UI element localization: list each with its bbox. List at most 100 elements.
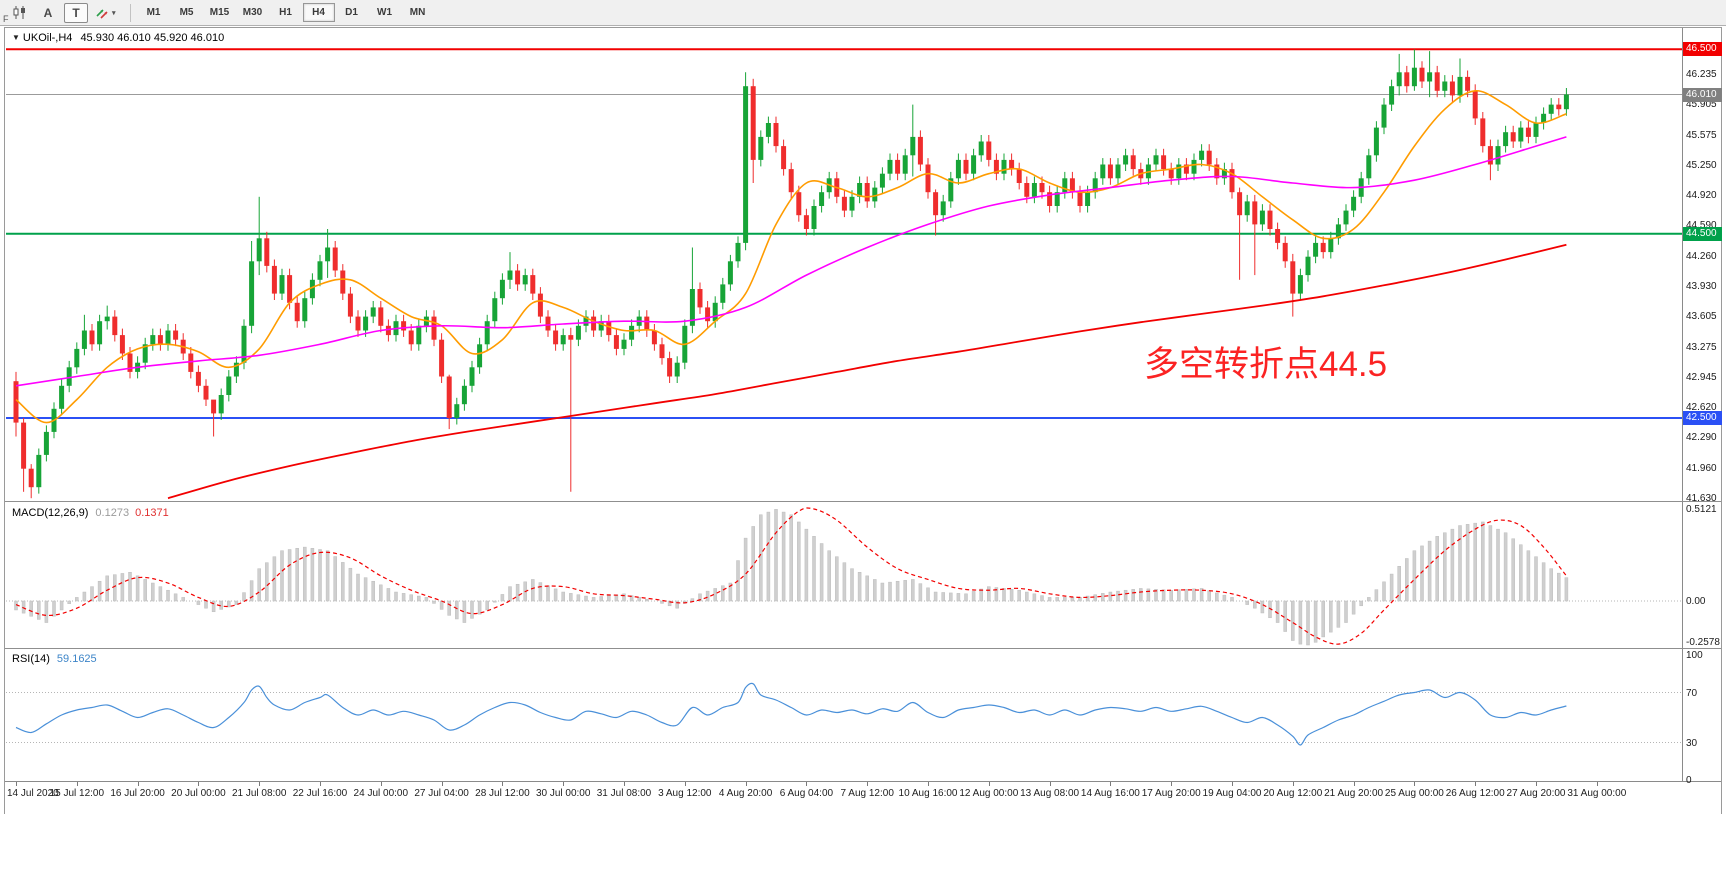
- macd-main-value: 0.1273: [95, 507, 130, 519]
- price-axis-label: 43.275: [1686, 341, 1717, 353]
- price-axis-label: 42.945: [1686, 372, 1717, 383]
- rsi-axis-label: 100: [1686, 650, 1703, 661]
- time-tick: [806, 782, 808, 786]
- time-tick: [1353, 782, 1355, 786]
- rsi-line: [15, 682, 1567, 746]
- time-axis-label: 24 Jul 00:00: [353, 788, 409, 799]
- time-axis-label: 6 Aug 04:00: [779, 788, 834, 799]
- price-axis-label: 43.605: [1686, 311, 1717, 323]
- macd-signal-value: 0.1371: [135, 507, 169, 519]
- time-tick: [624, 782, 625, 786]
- time-axis-label: 14 Aug 16:00: [1080, 788, 1140, 799]
- arrows-icon: [96, 9, 108, 19]
- time-axis-label: 10 Aug 16:00: [898, 788, 958, 799]
- price-axis-label: 44.590: [1686, 220, 1717, 231]
- price-axis-label: 41.960: [1686, 462, 1717, 474]
- chevron-down-icon: ▾: [112, 9, 116, 17]
- macd-axis-label: 0.5121: [1686, 504, 1717, 515]
- rsi-value: 59.1625: [56, 653, 97, 665]
- time-tick: [16, 782, 17, 786]
- price-badge-42.500: 42.500: [1683, 411, 1722, 425]
- chart-text-annotation[interactable]: 多空转折点44.5: [1144, 345, 1388, 384]
- time-tick: [380, 782, 382, 786]
- text-tool-button[interactable]: T: [64, 2, 88, 23]
- main-chart-canvas[interactable]: [6, 29, 1682, 501]
- time-axis-label: 28 Jul 12:00: [475, 788, 530, 799]
- ma-fast-line: [15, 89, 1567, 424]
- time-axis-label: 3 Aug 12:00: [658, 788, 712, 799]
- time-axis[interactable]: 14 Jul 2020 15 Jul 12:00 16 Jul 20:00 20 Ju…: [5, 781, 1721, 814]
- timeframe-button-M30[interactable]: M30: [242, 7, 263, 18]
- time-axis-label: 17 Aug 20:00: [1141, 788, 1201, 799]
- macd-histogram: [14, 509, 1569, 646]
- candlestick-icon: [13, 6, 25, 19]
- time-tick: [1292, 782, 1294, 786]
- timeframe-button-M1[interactable]: M1: [146, 7, 161, 18]
- timeframe-button-W1[interactable]: W1: [377, 7, 393, 18]
- time-tick: [1596, 782, 1598, 786]
- time-axis-label: 31 Jul 08:00: [596, 788, 652, 799]
- time-tick: [1475, 782, 1477, 786]
- time-tick: [198, 782, 200, 786]
- time-tick: [1171, 782, 1173, 786]
- time-tick: [137, 782, 139, 786]
- time-axis-label: 14 Jul 2020: [7, 788, 59, 799]
- price-axis-label: 44.260: [1686, 250, 1717, 262]
- rsi-canvas: [6, 682, 1682, 746]
- time-axis-label: 21 Jul 08:00: [231, 788, 287, 799]
- chart-window: ▼ UKOil-,H4 45.930 46.010 45.920 46.010 多空…: [4, 27, 1722, 814]
- time-tick: [1049, 782, 1051, 786]
- time-tick: [1110, 782, 1112, 786]
- price-axis-label: 45.905: [1686, 99, 1717, 111]
- time-tick: [745, 782, 747, 786]
- timeframe-button-MN[interactable]: MN: [409, 7, 426, 18]
- cursor-a-button[interactable]: A: [43, 5, 53, 20]
- time-axis-label: 21 Aug 20:00: [1324, 788, 1384, 799]
- price-badge-46.010: 46.010: [1683, 87, 1722, 102]
- timeframe-button-H4[interactable]: H4: [302, 3, 335, 22]
- time-tick: [1232, 782, 1233, 786]
- time-tick: [684, 782, 686, 786]
- timeframe-button-M5[interactable]: M5: [179, 7, 194, 18]
- collapse-triangle-icon[interactable]: ▼: [12, 33, 20, 42]
- time-axis-label: 27 Jul 04:00: [414, 788, 469, 799]
- macd-label: MACD(12,26,9) 0.1273 0.1371: [12, 507, 169, 519]
- ohlc-values: 45.930 46.010 45.920 46.010: [80, 32, 225, 44]
- time-axis-label: 22 Jul 16:00: [292, 788, 348, 799]
- time-axis-label: 27 Aug 20:00: [1506, 788, 1566, 799]
- chart-title: ▼ UKOil-,H4 45.930 46.010 45.920 46.010: [12, 32, 224, 44]
- price-axis-label: 41.630: [1686, 493, 1717, 505]
- rsi-axis-label: 30: [1686, 737, 1698, 749]
- time-axis-label: 16 Jul 20:00: [110, 788, 165, 799]
- timeframe-button-M15[interactable]: M15: [209, 7, 230, 18]
- time-axis-label: 12 Aug 00:00: [959, 788, 1019, 799]
- panel-splitter[interactable]: [5, 648, 1721, 649]
- chart-type-button[interactable]: [8, 3, 32, 23]
- price-axis[interactable]: 46.235 45.905 45.575 45.250 44.920 44.590 44.2…: [1682, 28, 1722, 786]
- shapes-dropdown-button[interactable]: ▾: [92, 3, 119, 23]
- time-axis-label: 25 Aug 00:00: [1384, 788, 1444, 799]
- time-axis-label: 20 Jul 00:00: [171, 788, 226, 799]
- price-axis-label: 42.290: [1686, 432, 1717, 444]
- time-tick: [867, 782, 869, 786]
- rsi-axis-label: 0: [1686, 775, 1692, 786]
- ma-slow-line: [167, 243, 1567, 500]
- toolbar: F A T ▾ M1 M5 M15 M30 H1 H4 D1 W1 MN: [0, 0, 1726, 26]
- time-tick: [320, 782, 321, 786]
- time-axis-label: 4 Aug 20:00: [718, 788, 773, 799]
- time-tick: [259, 782, 261, 786]
- timeframe-button-D1[interactable]: D1: [345, 7, 358, 18]
- time-tick: [441, 782, 443, 786]
- price-badge-44.500: 44.500: [1683, 226, 1722, 241]
- timeframe-toolbar: M1 M5 M15 M30 H1 H4 D1 W1 MN: [138, 3, 435, 22]
- time-axis-label: 7 Aug 12:00: [840, 788, 894, 799]
- time-axis-label: 30 Jul 00:00: [535, 788, 591, 799]
- ma-mid-line: [15, 136, 1567, 387]
- panel-splitter[interactable]: [5, 501, 1721, 502]
- time-tick: [1536, 782, 1537, 786]
- price-badge-46.500: 46.500: [1683, 42, 1722, 57]
- timeframe-button-H1[interactable]: H1: [279, 7, 292, 18]
- symbol-label: UKOil-,H4: [22, 32, 73, 44]
- time-axis-label: 26 Aug 12:00: [1445, 788, 1505, 799]
- price-axis-label: 46.235: [1686, 68, 1717, 80]
